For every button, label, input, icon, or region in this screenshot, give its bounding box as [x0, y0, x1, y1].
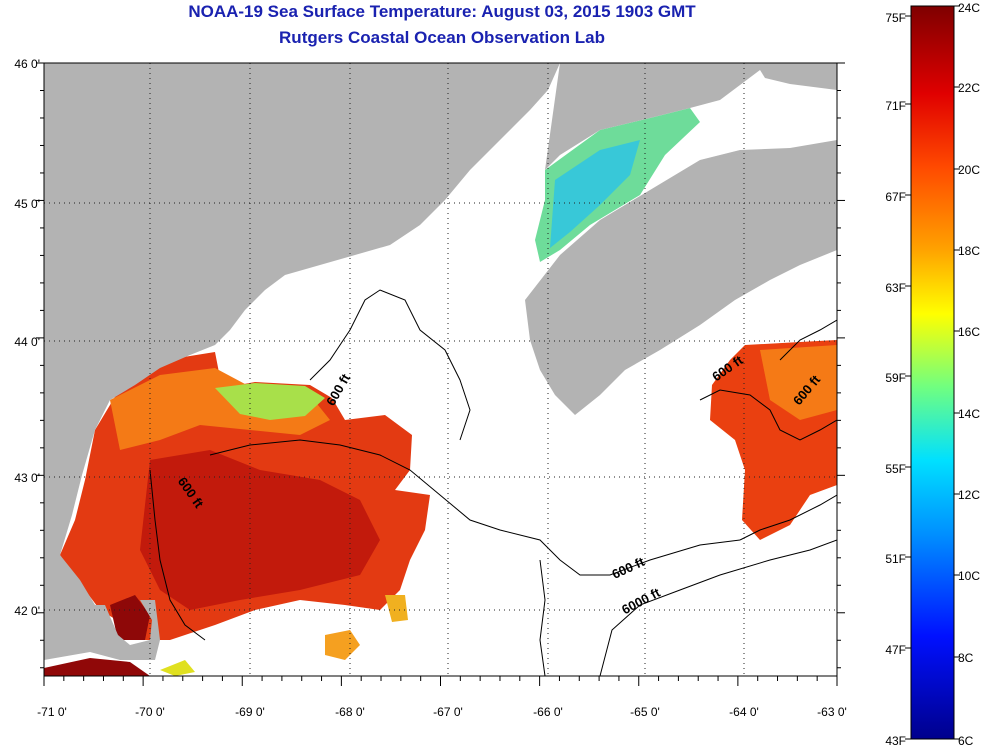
colorbar-f-47: 47F	[885, 643, 906, 657]
sst-fundy-cyan	[550, 140, 640, 248]
sst-cape-cod-warm	[110, 595, 150, 640]
colorbar-c-8: 8C	[958, 651, 974, 665]
contour-6000ft	[539, 539, 837, 676]
colorbar-c-6: 6C	[958, 734, 974, 748]
colorbar-c-16: 16C	[958, 325, 980, 339]
colorbar-c-22: 22C	[958, 81, 980, 95]
lon-label-63: -63 0'	[817, 705, 847, 719]
sst-cool-patch	[215, 383, 325, 420]
colorbar-f-55: 55F	[885, 462, 906, 476]
lat-label-43: 43 0'	[14, 471, 40, 485]
colorbar-c-10: 10C	[958, 569, 980, 583]
colorbar-c-18: 18C	[958, 244, 980, 258]
grid-lines	[44, 63, 837, 676]
land-cape-cod	[44, 600, 160, 660]
colorbar-f-71: 71F	[885, 99, 906, 113]
map-subtitle: Rutgers Coastal Ocean Observation Lab	[279, 28, 605, 47]
contour-600ft-georges	[209, 439, 741, 576]
sst-nantucket	[44, 658, 150, 676]
lon-label-64: -64 0'	[729, 705, 759, 719]
colorbar-f-75: 75F	[885, 11, 906, 25]
contour-600ft-west	[149, 469, 206, 641]
contour-600ft-banks	[699, 389, 837, 441]
lat-label-45: 45 0'	[14, 197, 40, 211]
colorbar-f-67: 67F	[885, 190, 906, 204]
sst-orange-band	[110, 368, 330, 450]
lat-label-44: 44 0'	[14, 335, 40, 349]
lat-label-42: 42 0'	[14, 604, 40, 618]
lon-label-68: -68 0'	[335, 705, 365, 719]
contour-600ft-scotian-2	[779, 319, 837, 361]
land-new-brunswick	[545, 63, 837, 170]
sst-scotian-orange	[760, 345, 837, 420]
contour-600ft-north	[309, 289, 471, 441]
colorbar-f-51: 51F	[885, 552, 906, 566]
colorbar	[910, 5, 955, 740]
colorbar-f-59: 59F	[885, 371, 906, 385]
land-nova-scotia-east	[705, 150, 800, 185]
lon-label-66: -66 0'	[533, 705, 563, 719]
lat-label-46: 46 0'	[14, 57, 40, 71]
land-nova-scotia	[525, 140, 837, 415]
colorbar-f-63: 63F	[885, 281, 906, 295]
contour-600ft-scotian	[739, 494, 837, 541]
sst-warm-core	[140, 450, 380, 610]
map-title: NOAA-19 Sea Surface Temperature: August …	[188, 2, 696, 21]
sst-nantucket-yellow	[160, 660, 195, 676]
lon-label-69: -69 0'	[235, 705, 265, 719]
lon-label-70: -70 0'	[135, 705, 165, 719]
colorbar-c-20: 20C	[958, 163, 980, 177]
sst-south-patch	[325, 630, 360, 660]
lon-label-67: -67 0'	[433, 705, 463, 719]
colorbar-c-12: 12C	[958, 488, 980, 502]
depth-contours	[149, 289, 837, 676]
land-new-england	[44, 63, 560, 605]
colorbar-c-24: 24C	[958, 1, 980, 15]
colorbar-c-14: 14C	[958, 407, 980, 421]
sst-south-patch-2	[385, 595, 408, 622]
lon-label-65: -65 0'	[630, 705, 660, 719]
lon-label-71: -71 0'	[37, 705, 67, 719]
colorbar-f-43: 43F	[885, 734, 906, 748]
